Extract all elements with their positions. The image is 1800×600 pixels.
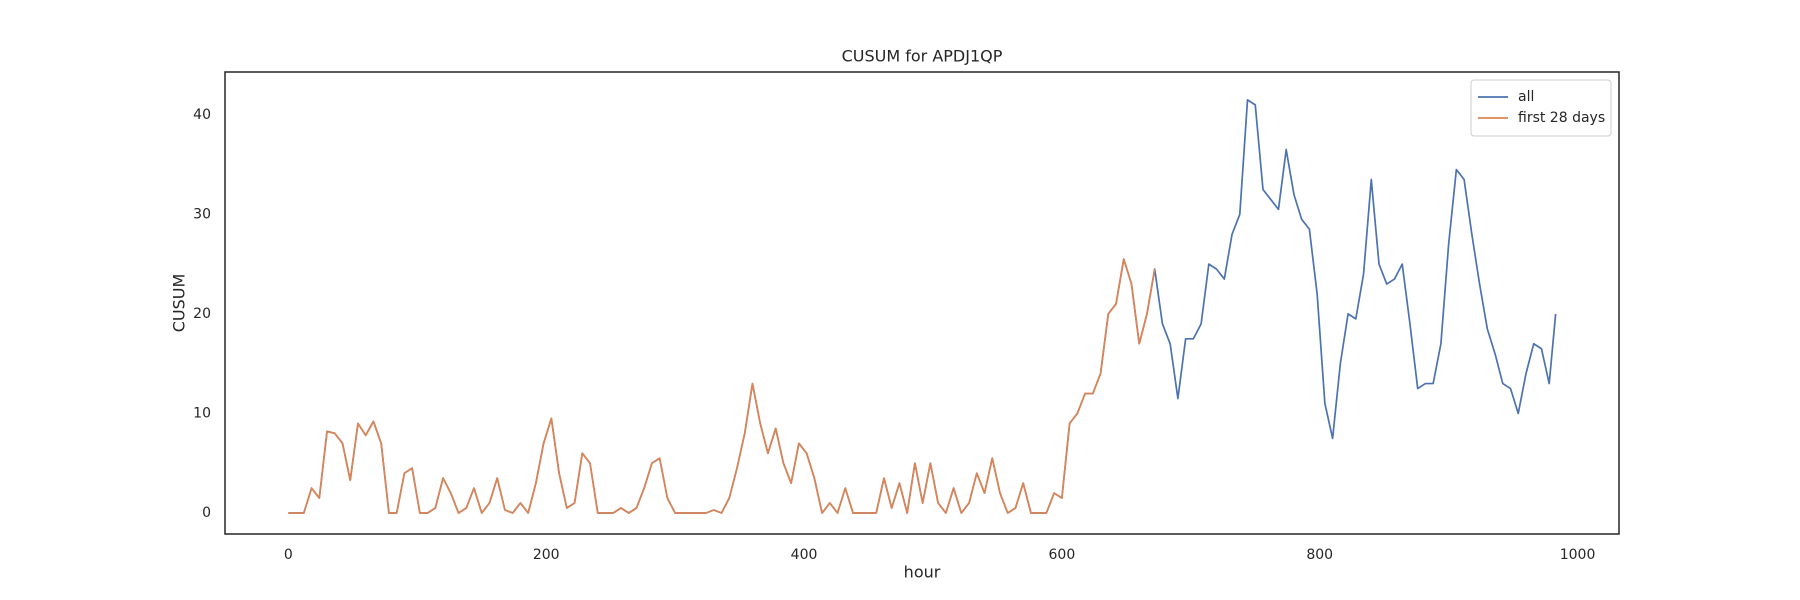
x-tick-label: 400	[791, 547, 818, 563]
line-series	[288, 99, 1557, 514]
legend-label: all	[1518, 89, 1534, 105]
x-tick-label: 800	[1306, 547, 1333, 563]
y-axis-label: CUSUM	[170, 274, 189, 333]
chart-title: CUSUM for APDJ1QP	[842, 47, 1003, 66]
x-tick-label: 1000	[1560, 547, 1596, 563]
y-tick-label: 20	[193, 306, 211, 322]
y-tick-label: 30	[193, 206, 211, 222]
legend-label: first 28 days	[1518, 110, 1605, 126]
legend: all first 28 days	[1470, 79, 1612, 137]
legend-frame	[1470, 79, 1612, 137]
x-tick-label: 600	[1049, 547, 1076, 563]
plot-frame	[224, 71, 1620, 535]
y-tick-label: 0	[202, 505, 211, 521]
y-tick-label: 40	[193, 107, 211, 123]
y-tick-label: 10	[193, 405, 211, 421]
x-tick-label: 200	[533, 547, 560, 563]
x-axis-label: hour	[904, 563, 941, 582]
x-tick-label: 0	[284, 547, 293, 563]
line-series	[288, 258, 1156, 514]
